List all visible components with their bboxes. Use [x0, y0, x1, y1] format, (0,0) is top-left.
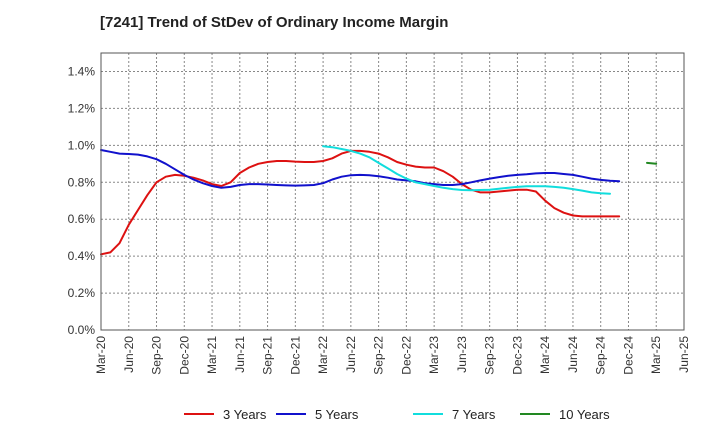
x-tick-label: Jun-23 — [455, 336, 469, 373]
legend-label: 7 Years — [452, 406, 496, 422]
y-tick-label: 0.6% — [68, 212, 96, 226]
x-axis-ticks: Mar-20 Jun-20 Sep-20 Dec-20 Mar-21 Jun-21 Sep-… — [94, 336, 691, 375]
x-tick-label: Dec-24 — [621, 336, 635, 375]
x-tick-label: Mar-22 — [316, 336, 330, 374]
plot-border — [100, 52, 685, 331]
x-tick-label: Mar-21 — [205, 336, 219, 374]
x-tick-label: Dec-23 — [510, 336, 524, 375]
series-line-4 — [646, 161, 658, 165]
grid — [101, 53, 684, 330]
y-axis-ticks: 0.0% 0.2% 0.4% 0.6% 0.8% 1.0% 1.2% 1.4% — [68, 64, 96, 337]
x-tick-label: Jun-22 — [344, 336, 358, 373]
x-tick-label: Sep-24 — [594, 336, 608, 375]
x-tick-label: Sep-23 — [483, 336, 497, 375]
legend-label: 5 Years — [315, 406, 359, 422]
x-tick-label: Jun-25 — [677, 336, 691, 373]
series-line-3 — [322, 145, 611, 195]
legend-item: 3 Years — [184, 404, 266, 424]
x-tick-label: Jun-20 — [122, 336, 136, 373]
legend-label: 10 Years — [559, 406, 610, 422]
legend-swatch — [184, 413, 214, 415]
x-tick-label: Jun-24 — [566, 336, 580, 373]
x-tick-label: Sep-20 — [150, 336, 164, 375]
x-tick-label: Sep-22 — [372, 336, 386, 375]
y-tick-label: 1.0% — [68, 138, 96, 152]
y-tick-label: 1.4% — [68, 64, 96, 78]
legend-item: 10 Years — [520, 404, 610, 424]
x-tick-label: Mar-25 — [649, 336, 663, 374]
y-tick-label: 0.0% — [68, 323, 96, 337]
x-tick-label: Dec-20 — [177, 336, 191, 375]
y-tick-label: 1.2% — [68, 101, 96, 115]
series-lines — [100, 145, 658, 256]
legend-label: 3 Years — [223, 406, 267, 422]
x-tick-label: Mar-24 — [538, 336, 552, 374]
legend-item: 7 Years — [413, 404, 495, 424]
plot-frame — [100, 52, 685, 331]
x-tick-label: Mar-20 — [94, 336, 108, 374]
x-tick-label: Mar-23 — [427, 336, 441, 374]
chart-title: [7241] Trend of StDev of Ordinary Income… — [100, 14, 449, 31]
series-line-2 — [100, 149, 621, 189]
series-line-1 — [100, 149, 621, 256]
x-tick-label: Dec-21 — [288, 336, 302, 375]
legend-swatch — [276, 413, 306, 415]
y-tick-label: 0.4% — [68, 249, 96, 263]
legend-swatch — [413, 413, 443, 415]
y-tick-label: 0.8% — [68, 175, 96, 189]
x-tick-label: Jun-21 — [233, 336, 247, 373]
x-tick-label: Sep-21 — [261, 336, 275, 375]
legend-item: 5 Years — [276, 404, 358, 424]
y-tick-label: 0.2% — [68, 286, 96, 300]
x-tick-label: Dec-22 — [399, 336, 413, 375]
legend-swatch — [520, 413, 550, 415]
legend: 3 Years 5 Years 7 Years 10 Years — [0, 404, 720, 426]
